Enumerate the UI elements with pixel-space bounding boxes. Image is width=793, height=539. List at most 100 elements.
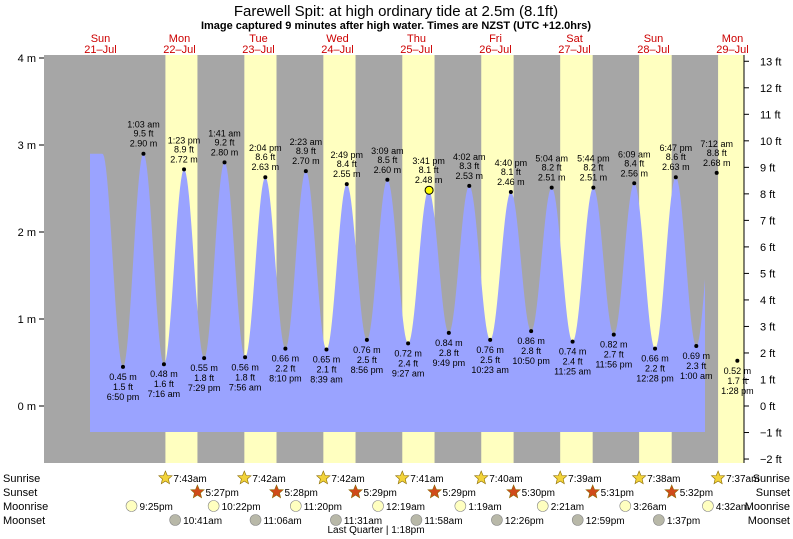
low-tide-time: 8:10 pm: [269, 374, 302, 384]
sunset-time-label: 5:29pm: [443, 488, 476, 499]
day-name-label: Wed: [326, 33, 348, 45]
right-axis-tick-label: 2 ft: [760, 348, 775, 360]
high-tide-metres: 2.51 m: [580, 173, 608, 183]
sunrise-time-label: 7:43am: [173, 474, 206, 485]
moonset-time-label: 10:41am: [183, 516, 222, 527]
low-tide-dot: [446, 330, 451, 335]
moonset-row-label-right: Moonset: [748, 515, 790, 527]
high-tide-metres: 2.55 m: [333, 169, 361, 179]
right-axis-tick-label: 6 ft: [760, 242, 775, 254]
high-tide-metres: 2.63 m: [662, 162, 690, 172]
high-tide-feet: 8.4 ft: [624, 158, 645, 168]
high-tide-dot: [141, 151, 146, 156]
left-axis-tick-label: 0 m: [18, 401, 36, 413]
sunset-star-icon: [585, 484, 601, 499]
sunset-star-icon: [269, 484, 284, 499]
moonrise-moon-icon: [372, 500, 384, 512]
moonrise-time-label: 9:25pm: [140, 502, 173, 513]
low-tide-feet: 1.7 ft: [727, 376, 748, 386]
low-tide-metres: 0.48 m: [150, 369, 178, 379]
current-tide-marker: [424, 185, 434, 195]
moonrise-row-label-right: Moonrise: [745, 501, 790, 513]
moonset-time-label: 1:37pm: [667, 516, 700, 527]
day-name-label: Fri: [489, 33, 502, 45]
moonrise-time-label: 11:20pm: [304, 502, 342, 513]
low-tide-dot: [694, 343, 699, 348]
low-tide-time: 8:39 am: [310, 374, 343, 384]
low-tide-feet: 2.2 ft: [275, 364, 296, 374]
high-tide-feet: 8.2 ft: [542, 163, 563, 173]
right-axis-tick-label: 11 ft: [760, 109, 781, 121]
low-tide-dot: [364, 337, 369, 342]
low-tide-feet: 2.2 ft: [645, 364, 666, 374]
sunrise-time-label: 7:39am: [568, 474, 601, 485]
high-tide-dot: [508, 189, 513, 194]
low-tide-metres: 0.76 m: [353, 345, 381, 355]
high-tide-dot: [467, 183, 472, 188]
moonset-moon-icon: [169, 514, 181, 526]
high-tide-feet: 8.5 ft: [377, 155, 398, 165]
day-date-label: 22–Jul: [163, 44, 195, 56]
right-axis-tick-label: 4 ft: [760, 295, 775, 307]
right-axis-tick-label: 0 ft: [760, 401, 775, 413]
low-tide-metres: 0.69 m: [683, 351, 711, 361]
high-tide-feet: 8.6 ft: [666, 152, 687, 162]
right-axis-tick-label: 7 ft: [760, 215, 775, 227]
daylight-band: [718, 55, 744, 463]
sunrise-star-icon: [236, 470, 252, 485]
low-tide-time: 7:56 am: [229, 382, 262, 392]
sunset-time-label: 5:30pm: [522, 488, 555, 499]
day-date-label: 23–Jul: [242, 44, 274, 56]
sunrise-time-label: 7:37am: [726, 474, 759, 485]
chart-labels: Sun21–JulMon22–JulTue23–JulWed24–JulThu2…: [18, 33, 782, 466]
high-tide-dot: [344, 182, 349, 187]
low-tide-feet: 2.4 ft: [563, 357, 584, 367]
moonrise-moon-icon: [619, 500, 632, 512]
left-axis-tick-label: 3 m: [18, 140, 36, 152]
high-tide-dot: [303, 169, 308, 174]
sunrise-row-label-right: Sunrise: [753, 473, 790, 485]
low-tide-metres: 0.55 m: [190, 363, 218, 373]
sunset-row-label-right: Sunset: [756, 487, 790, 499]
moonset-moon-icon: [491, 514, 503, 526]
sunrise-time-label: 7:40am: [489, 474, 522, 485]
moonrise-time-label: 12:19am: [386, 502, 425, 513]
low-tide-feet: 2.8 ft: [439, 348, 460, 358]
low-tide-dot: [529, 329, 534, 334]
low-tide-dot: [283, 346, 288, 351]
sunset-time-label: 5:27pm: [205, 488, 238, 499]
high-tide-metres: 2.46 m: [497, 177, 525, 187]
moonrise-time-label: 4:32am: [716, 502, 749, 513]
high-tide-metres: 2.53 m: [456, 171, 484, 181]
low-tide-feet: 2.5 ft: [480, 355, 501, 365]
high-tide-metres: 2.51 m: [538, 173, 566, 183]
high-tide-metres: 2.72 m: [170, 154, 198, 164]
low-tide-feet: 1.8 ft: [235, 372, 256, 382]
plot-area: [44, 55, 744, 463]
moonrise-moon-icon: [207, 500, 220, 512]
high-tide-feet: 8.9 ft: [174, 144, 195, 154]
chart-title: Farewell Spit: at high ordinary tide at …: [234, 3, 558, 20]
low-tide-time: 8:56 pm: [351, 365, 384, 375]
high-tide-dot: [714, 170, 719, 175]
high-tide-feet: 8.2 ft: [583, 163, 604, 173]
low-tide-time: 11:25 am: [554, 367, 591, 377]
right-axis-tick-label: 8 ft: [760, 189, 775, 201]
high-tide-dot: [385, 177, 390, 182]
day-date-label: 27–Jul: [558, 44, 590, 56]
moonset-moon-icon: [571, 514, 584, 526]
low-tide-metres: 0.84 m: [435, 338, 463, 348]
low-tide-feet: 2.3 ft: [686, 361, 707, 371]
high-tide-time: 5:44 pm: [577, 154, 610, 164]
low-tide-feet: 2.7 ft: [604, 350, 625, 360]
sunset-star-icon: [664, 484, 680, 499]
low-tide-metres: 0.82 m: [600, 340, 628, 350]
moonset-moon-icon: [653, 514, 665, 526]
high-tide-feet: 8.1 ft: [419, 165, 440, 175]
high-tide-time: 3:41 pm: [412, 156, 445, 166]
low-tide-metres: 0.56 m: [231, 362, 259, 372]
high-tide-feet: 8.6 ft: [255, 152, 276, 162]
tide-area: [90, 153, 705, 432]
right-axis-tick-label: 1 ft: [760, 374, 775, 386]
